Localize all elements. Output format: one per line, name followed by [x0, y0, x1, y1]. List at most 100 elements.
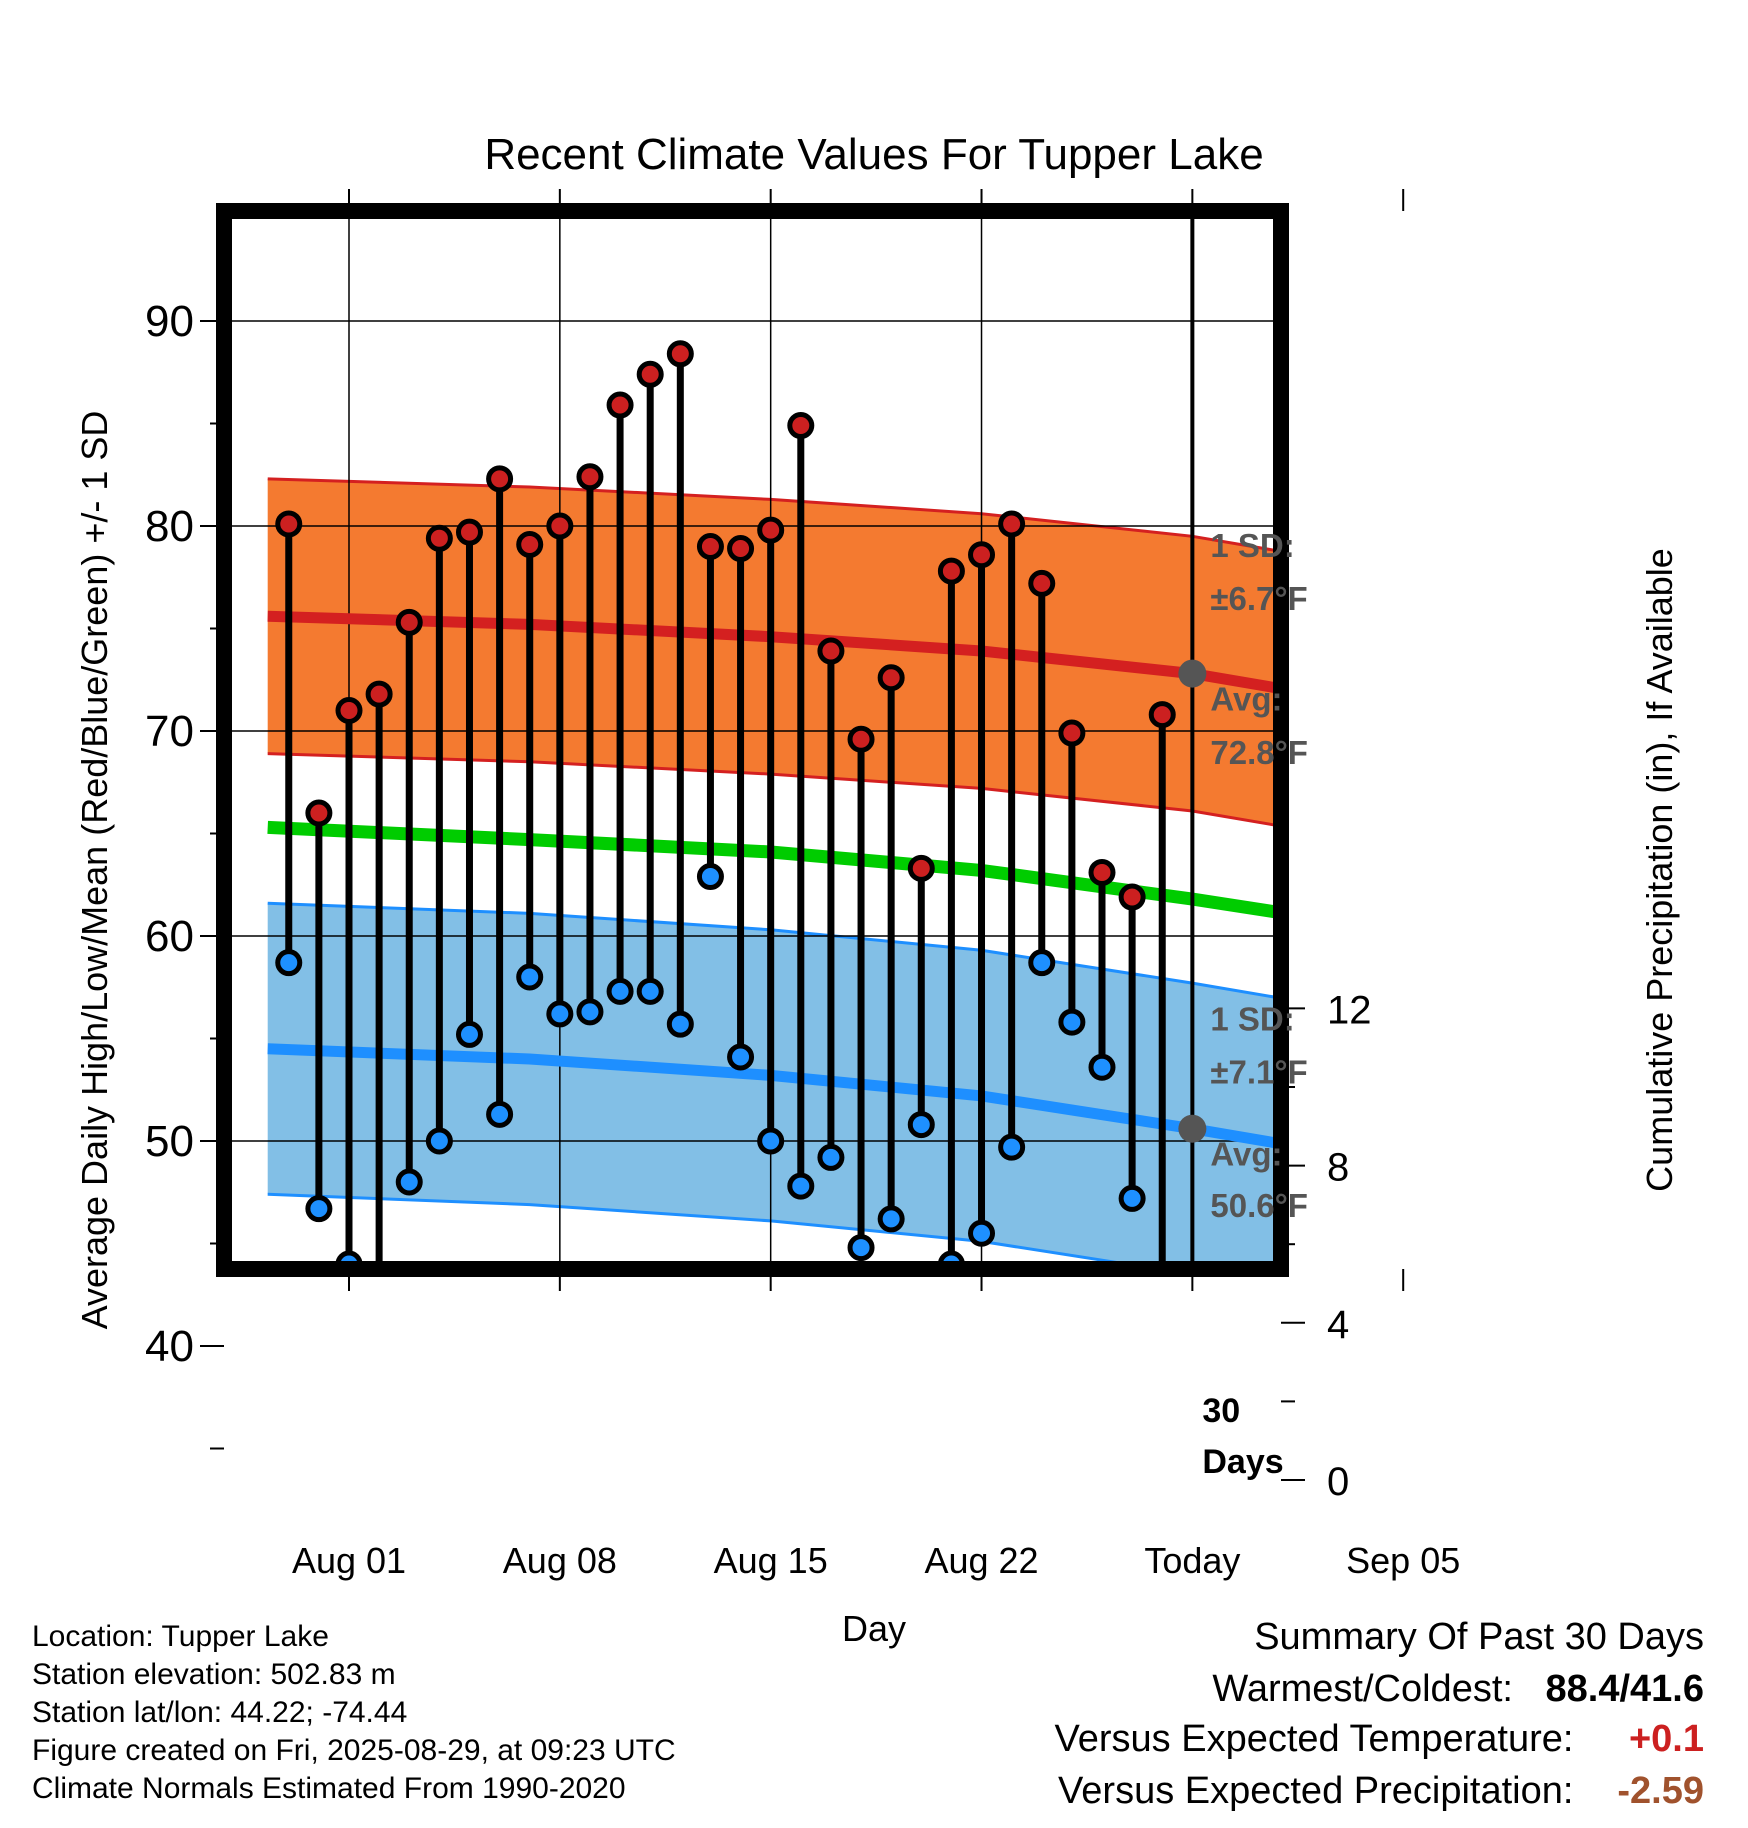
y-tick-label: 50 [145, 1117, 194, 1166]
x-axis-label: Day [841, 1608, 907, 1649]
daily-high-point [395, 608, 423, 636]
daily-low-point [907, 1111, 935, 1139]
daily-high-point [907, 854, 935, 882]
window-days-annotation: Days [1202, 1443, 1283, 1481]
daily-low-point [606, 977, 634, 1005]
daily-low-point [395, 1168, 423, 1196]
daily-low-point [998, 1133, 1026, 1161]
summary-warmest-coldest: Warmest/Coldest: 88.4/41.6 [1212, 1668, 1704, 1711]
daily-low-point [1088, 1053, 1116, 1081]
daily-low-point [516, 963, 544, 991]
y-tick-label: 70 [145, 707, 194, 756]
low-sd-annotation: 1 SD: [1210, 1000, 1294, 1037]
daily-high-point [727, 535, 755, 563]
daily-high-point [937, 557, 965, 585]
daily-low-point [968, 1219, 996, 1247]
daily-low-point [546, 1000, 574, 1028]
summary-precipitation-value: -2.59 [1617, 1770, 1704, 1812]
summary-warmest-coldest-value: 88.4/41.6 [1545, 1668, 1704, 1710]
daily-high-point [757, 516, 785, 544]
daily-low-point [486, 1100, 514, 1128]
daily-high-point [998, 510, 1026, 538]
y2-tick-label: 8 [1327, 1146, 1349, 1190]
high-sd-value-annotation: ±6.7°F [1210, 580, 1307, 617]
daily-low-point [666, 1010, 694, 1038]
daily-high-point [275, 510, 303, 538]
daily-high-point [787, 412, 815, 440]
y-tick-label: 80 [145, 502, 194, 551]
daily-high-point [1028, 569, 1056, 597]
summary-temperature-label: Versus Expected Temperature: [1054, 1718, 1574, 1760]
daily-low-point [817, 1143, 845, 1171]
daily-low-point [455, 1020, 483, 1048]
daily-high-point [576, 463, 604, 491]
daily-high-point [696, 533, 724, 560]
daily-high-point [455, 518, 483, 546]
x-tick-label: Aug 08 [503, 1540, 617, 1581]
high-average-annotation: Avg: [1210, 681, 1282, 718]
daily-low-point [636, 977, 664, 1005]
daily-low-point [757, 1127, 785, 1155]
daily-high-point [847, 725, 875, 753]
low-average-value-annotation: 50.6°F [1210, 1187, 1308, 1224]
summary-temperature-value: +0.1 [1628, 1718, 1704, 1760]
x-tick-label: Sep 05 [1346, 1540, 1460, 1581]
summary-precipitation: Versus Expected Precipitation: -2.59 [1058, 1770, 1704, 1813]
daily-high-point [968, 541, 996, 569]
high-sd-band [267, 478, 1281, 827]
daily-high-point [1058, 719, 1086, 747]
y2-tick-label: 4 [1327, 1303, 1349, 1347]
daily-high-point [546, 512, 574, 540]
footer-elevation: Station elevation: 502.83 m [32, 1658, 396, 1691]
y-tick-label: 40 [145, 1322, 194, 1371]
daily-high-point [516, 530, 544, 558]
daily-high-point [1118, 883, 1146, 911]
y2-tick-label: 12 [1327, 988, 1372, 1032]
high-average-value-annotation: 72.8°F [1210, 734, 1308, 771]
daily-high-point [1148, 701, 1176, 729]
y2-tick-label: 0 [1327, 1460, 1349, 1504]
summary-warmest-coldest-label: Warmest/Coldest: [1212, 1668, 1513, 1710]
daily-high-point [365, 680, 393, 708]
daily-low-point [275, 949, 303, 977]
daily-low-point [727, 1043, 755, 1071]
daily-high-point [877, 664, 905, 692]
precipitation-area [268, 1409, 1494, 1481]
daily-low-point [877, 1205, 905, 1233]
footer-normals: Climate Normals Estimated From 1990-2020 [32, 1772, 626, 1805]
footer-latlon: Station lat/lon: 44.22; -74.44 [32, 1696, 408, 1729]
high-sd-annotation: 1 SD: [1210, 527, 1294, 564]
daily-high-point [666, 340, 694, 368]
today-low-average-marker [1178, 1114, 1207, 1143]
daily-high-point [486, 465, 514, 493]
daily-high-point [606, 391, 634, 419]
plot-frame [216, 203, 1289, 1277]
daily-low-point [305, 1195, 333, 1223]
daily-high-point [335, 697, 363, 724]
daily-low-point [1058, 1008, 1086, 1036]
daily-high-point [1088, 858, 1116, 886]
daily-high-point [305, 799, 333, 827]
x-tick-label: Aug 01 [292, 1540, 406, 1581]
footer-location: Location: Tupper Lake [32, 1620, 329, 1653]
summary-precipitation-label: Versus Expected Precipitation: [1058, 1770, 1574, 1812]
daily-low-point [1028, 949, 1056, 977]
x-tick-label: Today [1144, 1540, 1240, 1581]
daily-high-point [636, 360, 664, 388]
daily-low-point [576, 998, 604, 1026]
x-tick-label: Aug 22 [924, 1540, 1038, 1581]
low-sd-value-annotation: ±7.1°F [1210, 1054, 1307, 1091]
y-axis-label: Average Daily High/Low/Mean (Red/Blue/Gr… [74, 411, 115, 1330]
daily-low-point [425, 1127, 453, 1155]
chart-title: Recent Climate Values For Tupper Lake [484, 130, 1264, 179]
y-tick-label: 90 [145, 297, 194, 346]
summary-temperature: Versus Expected Temperature: +0.1 [1055, 1718, 1704, 1761]
window-annotation: 30 [1202, 1392, 1240, 1430]
daily-high-point [817, 637, 845, 665]
daily-low-point [847, 1234, 875, 1262]
today-high-average-marker [1178, 659, 1207, 688]
daily-low-point [368, 1302, 390, 1324]
x-tick-label: Aug 15 [714, 1540, 828, 1581]
footer-created: Figure created on Fri, 2025-08-29, at 09… [32, 1734, 676, 1767]
